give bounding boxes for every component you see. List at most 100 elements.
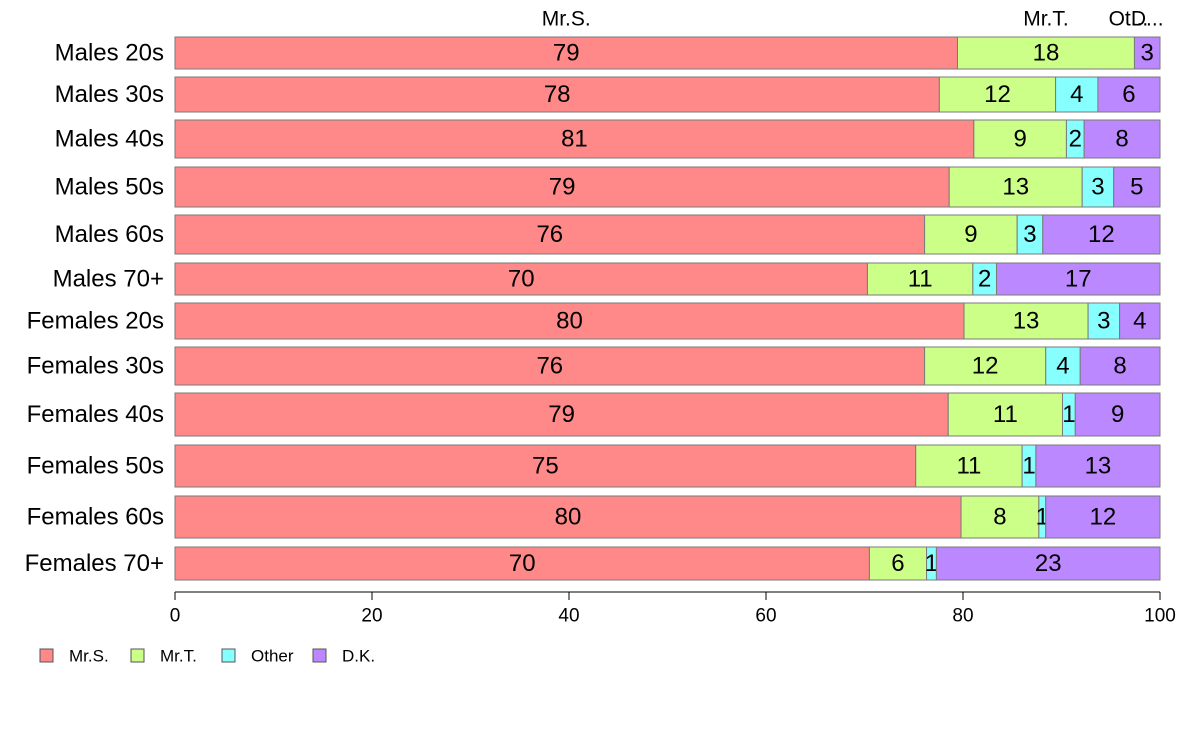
value-label: 13 xyxy=(1013,308,1040,335)
value-label: 2 xyxy=(978,266,991,293)
value-label: 2 xyxy=(1069,126,1082,153)
bar-segment xyxy=(960,495,1040,539)
category-label: Females 70+ xyxy=(25,550,164,577)
bar-segment xyxy=(868,546,928,581)
bar-segment xyxy=(1113,166,1161,208)
value-label: 1 xyxy=(1062,401,1075,428)
value-label: 4 xyxy=(1070,81,1083,108)
value-label: 1 xyxy=(925,550,938,577)
value-label: 8 xyxy=(1113,353,1126,380)
value-label: 1 xyxy=(1022,453,1035,480)
x-axis: 0 20 40 60 80 100 xyxy=(170,591,1176,627)
bar-segment xyxy=(947,392,1063,437)
bar-segment xyxy=(174,262,868,296)
bar-segment xyxy=(1035,444,1161,488)
legend-label: D.K. xyxy=(342,647,375,666)
value-label: 79 xyxy=(549,174,576,201)
value-label: 13 xyxy=(1002,174,1029,201)
legend-label: Mr.T. xyxy=(160,647,197,666)
category-label: Females 40s xyxy=(27,401,164,428)
legend: Mr.S. Mr.T. Other D.K. xyxy=(39,647,375,666)
bar-segment xyxy=(1042,214,1161,255)
bar-segment xyxy=(866,262,974,296)
legend-label: Mr.S. xyxy=(69,647,109,666)
value-label: 6 xyxy=(1122,81,1135,108)
legend-swatch xyxy=(39,648,54,663)
top-series-label: Mr.T. xyxy=(1023,8,1069,31)
legend-swatch xyxy=(221,648,236,663)
top-series-label: D... xyxy=(1131,8,1164,31)
value-label: 4 xyxy=(1056,353,1069,380)
value-label: 78 xyxy=(544,81,571,108)
bar-segment xyxy=(956,36,1135,70)
value-label: 18 xyxy=(1033,40,1060,67)
value-label: 79 xyxy=(553,40,580,67)
bar-segment xyxy=(174,214,926,255)
value-label: 12 xyxy=(984,81,1011,108)
value-label: 3 xyxy=(1023,221,1036,248)
x-tick-label: 40 xyxy=(558,606,579,627)
bar-segment xyxy=(174,166,950,208)
bar-segment xyxy=(1045,346,1081,386)
bar-segment xyxy=(1133,36,1161,70)
top-series-labels: Mr.S. Mr.T. Ot...D... xyxy=(542,8,1164,31)
bar-segment xyxy=(973,119,1067,159)
value-label: 70 xyxy=(508,266,535,293)
value-label: 12 xyxy=(972,353,999,380)
bar-segment xyxy=(174,302,965,340)
category-label: Males 40s xyxy=(55,126,164,153)
value-label: 8 xyxy=(1115,126,1128,153)
category-label: Females 20s xyxy=(27,308,164,335)
bar-segment xyxy=(935,546,1161,581)
value-label: 3 xyxy=(1141,40,1154,67)
bar-segment xyxy=(1079,346,1161,386)
bar-segment xyxy=(174,444,917,488)
category-label: Males 50s xyxy=(55,174,164,201)
category-label: Males 20s xyxy=(55,40,164,67)
bar-segment xyxy=(963,302,1089,340)
value-label: 3 xyxy=(1091,174,1104,201)
value-label: 12 xyxy=(1088,221,1115,248)
legend-swatch xyxy=(312,648,327,663)
value-label: 11 xyxy=(993,401,1018,428)
value-label: 6 xyxy=(891,550,904,577)
x-tick-label: 60 xyxy=(755,606,776,627)
category-labels: Males 20s Males 30s Males 40s Males 50s Male… xyxy=(25,40,164,578)
bar-segment xyxy=(1045,495,1161,539)
bar-segment xyxy=(1016,214,1044,255)
bar-segment xyxy=(174,546,870,581)
bar-segment xyxy=(1119,302,1161,340)
legend-label: Other xyxy=(251,647,294,666)
value-label: 76 xyxy=(536,353,563,380)
category-label: Females 50s xyxy=(27,453,164,480)
category-label: Males 60s xyxy=(55,221,164,248)
value-label: 8 xyxy=(993,504,1006,531)
value-label: 4 xyxy=(1133,308,1146,335)
value-label: 17 xyxy=(1065,266,1092,293)
value-label: 13 xyxy=(1085,453,1112,480)
value-label: 23 xyxy=(1035,550,1062,577)
top-series-label: Ot... xyxy=(1109,8,1149,31)
bar-segment xyxy=(995,262,1161,296)
bar-segment xyxy=(924,346,1047,386)
value-label: 81 xyxy=(561,126,588,153)
category-label: Females 60s xyxy=(27,504,164,531)
category-label: Males 30s xyxy=(55,81,164,108)
bar-segment xyxy=(1055,76,1099,113)
legend-swatch xyxy=(130,648,145,663)
x-tick-label: 0 xyxy=(170,606,181,627)
category-label: Males 70+ xyxy=(53,266,164,293)
value-label: 76 xyxy=(536,221,563,248)
bar-segment xyxy=(915,444,1023,488)
bar-segment xyxy=(174,119,975,159)
bar-segment xyxy=(938,76,1057,113)
value-label: 9 xyxy=(1111,401,1124,428)
value-label: 80 xyxy=(556,308,583,335)
value-label: 3 xyxy=(1097,308,1110,335)
value-label: 12 xyxy=(1090,504,1117,531)
value-label: 9 xyxy=(964,221,977,248)
value-label: 9 xyxy=(1013,126,1026,153)
bar-segment xyxy=(924,214,1018,255)
